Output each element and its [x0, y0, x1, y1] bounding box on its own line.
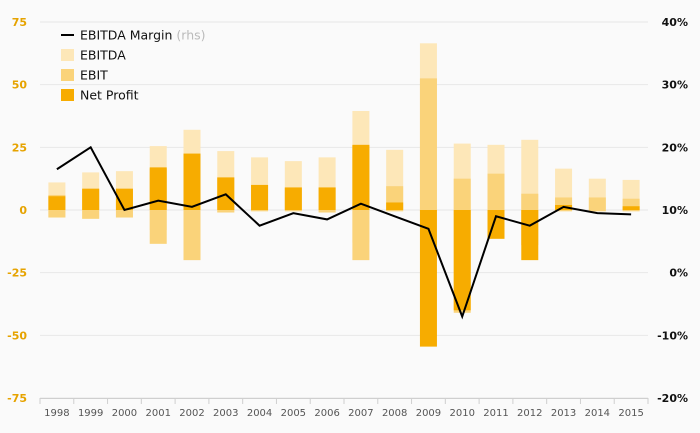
ebitda-margin-line	[56, 145, 632, 320]
ebit-bar-negative	[217, 210, 235, 213]
net-profit-bar-negative	[419, 210, 437, 347]
ebit-bar-negative	[115, 210, 133, 218]
x-tick-label: 2002	[179, 408, 204, 419]
legend-suffix: (rhs)	[172, 28, 205, 43]
ebit-bar	[521, 193, 539, 210]
right-tick-label: -10%	[657, 329, 688, 342]
net-profit-bar	[115, 188, 133, 210]
ebit-bar-negative	[149, 210, 167, 244]
net-profit-bar	[318, 187, 336, 210]
net-profit-bar	[149, 167, 167, 210]
x-tick-label: 2012	[517, 408, 542, 419]
ebit-bar	[622, 198, 640, 210]
ebit-bar-negative	[48, 210, 66, 218]
line-layer	[56, 145, 632, 320]
legend-swatch-ebitda	[61, 49, 74, 61]
x-tick-label: 2005	[281, 408, 306, 419]
left-tick-label: 50	[12, 79, 28, 92]
net-profit-bar	[48, 196, 66, 210]
ebit-bar-negative	[622, 210, 640, 212]
right-tick-label: -20%	[657, 392, 688, 405]
left-tick-label: 0	[19, 204, 27, 217]
x-tick-label: 2011	[483, 408, 508, 419]
left-tick-label: 75	[12, 16, 27, 29]
legend-swatch-net-profit	[61, 89, 74, 101]
legend: EBITDA Margin (rhs) EBITDA EBIT Net Profit	[61, 28, 206, 103]
x-tick-label: 2007	[348, 408, 373, 419]
net-profit-bar	[352, 144, 370, 210]
ebit-bar	[487, 173, 505, 210]
x-tick-label: 1998	[44, 408, 69, 419]
x-tick-label: 2001	[145, 408, 170, 419]
net-profit-bar-negative	[521, 210, 539, 261]
left-tick-label: 25	[12, 141, 27, 154]
left-tick-label: -50	[7, 329, 27, 342]
x-tick-label: 2008	[382, 408, 407, 419]
x-tick-label: 2003	[213, 408, 238, 419]
net-profit-bar	[386, 202, 404, 210]
ebit-bar	[453, 178, 471, 210]
net-profit-bar	[622, 206, 640, 210]
right-tick-label: 10%	[662, 204, 688, 217]
x-tick-label: 2004	[247, 408, 272, 419]
net-profit-bar	[284, 187, 302, 210]
net-profit-bar	[82, 188, 100, 210]
ebit-bar-negative	[82, 210, 100, 219]
legend-label-ebitda: EBITDA	[80, 48, 126, 63]
x-tick-label: 1999	[78, 408, 103, 419]
net-profit-bar	[251, 184, 269, 210]
ebit-bar	[419, 78, 437, 211]
ebit-bar	[588, 197, 606, 210]
axes-layer: 75 50 25 0 -25 -50 -75 40% 30% 20% 10% 0% -10% -20% 19…	[7, 16, 688, 419]
x-tick-label: 2015	[618, 408, 643, 419]
ebit-bar-negative	[251, 210, 269, 212]
ebit-bar-negative	[588, 210, 606, 212]
ebit-bar-negative	[318, 210, 336, 213]
right-tick-label: 20%	[662, 141, 688, 154]
ebitda-bar	[521, 139, 539, 210]
x-tick-label: 2010	[449, 408, 474, 419]
left-tick-label: -75	[7, 392, 27, 405]
ebit-bar-negative	[386, 210, 404, 212]
ebit-bar-negative	[284, 210, 302, 212]
ebit-bar-negative	[555, 210, 573, 212]
legend-label-net-profit: Net Profit	[80, 88, 139, 103]
right-tick-label: 0%	[669, 267, 688, 280]
x-tick-label: 2009	[416, 408, 441, 419]
net-profit-bar-negative	[453, 210, 471, 311]
net-profit-bar	[183, 153, 201, 210]
x-tick-label: 2014	[585, 408, 610, 419]
legend-label-ebitda-margin: EBITDA Margin (rhs)	[80, 28, 206, 43]
bars-layer	[48, 43, 640, 347]
right-tick-label: 30%	[662, 79, 688, 92]
x-tick-label: 2013	[551, 408, 576, 419]
legend-swatch-ebit	[61, 69, 74, 81]
ebit-bar-negative	[183, 210, 201, 261]
legend-label-ebit: EBIT	[80, 68, 108, 83]
x-tick-label: 2006	[314, 408, 339, 419]
left-tick-label: -25	[7, 267, 27, 280]
x-tick-label: 2000	[112, 408, 137, 419]
right-tick-label: 40%	[662, 16, 688, 29]
ebit-bar-negative	[352, 210, 370, 261]
